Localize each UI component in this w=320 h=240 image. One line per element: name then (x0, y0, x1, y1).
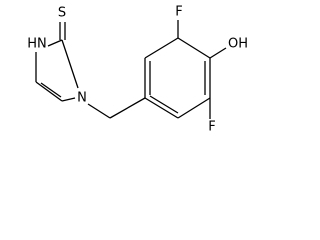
bond (87, 103, 111, 119)
bond (209, 47, 227, 59)
bond (61, 97, 76, 102)
bond (177, 37, 211, 59)
atom-label: HN (27, 37, 47, 52)
bond (35, 81, 63, 102)
bond (47, 39, 63, 47)
bond (149, 95, 179, 114)
atom-label: N (77, 91, 87, 106)
bonds (35, 20, 227, 119)
atom-label: OH (228, 37, 248, 52)
bond (109, 97, 146, 119)
atom-label: S (58, 6, 66, 21)
bond (144, 97, 179, 119)
structure-diagram: S HN N F OH F (27, 5, 248, 135)
bond (40, 82, 62, 98)
atom-label: F (208, 120, 215, 135)
atom-label: F (175, 5, 182, 20)
bond (61, 39, 79, 89)
bond (144, 37, 179, 59)
bond (177, 97, 211, 119)
